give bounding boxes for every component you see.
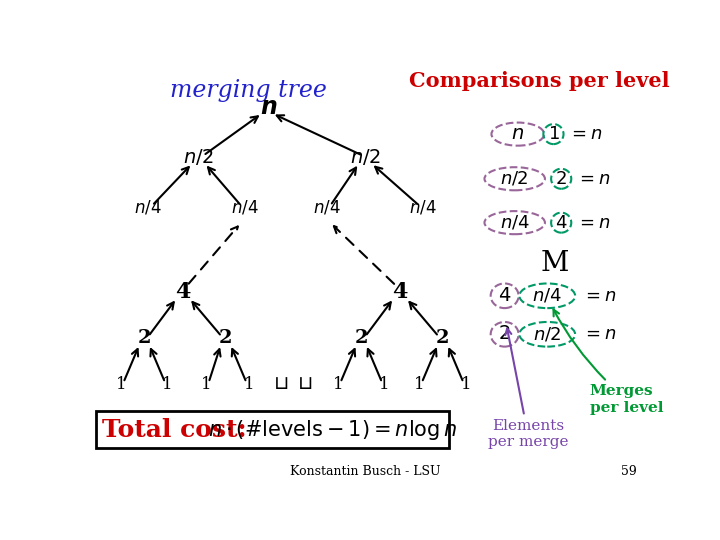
Text: $\sqcup\;\sqcup$: $\sqcup\;\sqcup$ bbox=[274, 375, 312, 393]
Text: 2: 2 bbox=[138, 329, 151, 347]
Text: $n/4$: $n/4$ bbox=[410, 198, 437, 216]
Text: 1: 1 bbox=[379, 376, 390, 393]
Text: $\boldsymbol{n}$: $\boldsymbol{n}$ bbox=[259, 95, 277, 119]
Text: $4$: $4$ bbox=[555, 214, 567, 232]
Text: $=n$: $=n$ bbox=[576, 170, 611, 188]
Text: $=n$: $=n$ bbox=[582, 325, 616, 343]
Text: $n/2$: $n/2$ bbox=[350, 147, 380, 167]
Text: $n/4$: $n/4$ bbox=[532, 287, 562, 305]
Text: 2: 2 bbox=[436, 329, 449, 347]
Text: 4: 4 bbox=[175, 281, 191, 303]
FancyBboxPatch shape bbox=[96, 411, 449, 448]
Text: Total cost:: Total cost: bbox=[102, 418, 247, 442]
Text: 1: 1 bbox=[162, 376, 173, 393]
Text: $n/4$: $n/4$ bbox=[312, 198, 341, 216]
Text: 59: 59 bbox=[621, 465, 636, 478]
Text: $=n$: $=n$ bbox=[576, 214, 611, 232]
Text: $1$: $1$ bbox=[548, 125, 559, 143]
Text: $n\cdot(\#\mathrm{levels}-1) = n\log n$: $n\cdot(\#\mathrm{levels}-1) = n\log n$ bbox=[208, 418, 457, 442]
Text: $n/4$: $n/4$ bbox=[231, 198, 259, 216]
Text: 2: 2 bbox=[219, 329, 233, 347]
Text: Merges
per level: Merges per level bbox=[554, 309, 663, 415]
Text: $n/2$: $n/2$ bbox=[533, 325, 562, 343]
Text: merging tree: merging tree bbox=[171, 79, 328, 102]
Text: $n/4$: $n/4$ bbox=[500, 214, 530, 232]
Text: $2$: $2$ bbox=[555, 170, 567, 188]
Text: $4$: $4$ bbox=[498, 287, 511, 305]
Text: 1: 1 bbox=[243, 376, 254, 393]
Text: 2: 2 bbox=[354, 329, 368, 347]
Text: $=n$: $=n$ bbox=[582, 287, 616, 305]
Text: Konstantin Busch - LSU: Konstantin Busch - LSU bbox=[290, 465, 441, 478]
Text: $=n$: $=n$ bbox=[568, 125, 603, 143]
Text: M: M bbox=[541, 250, 570, 277]
Text: $n/2$: $n/2$ bbox=[500, 170, 529, 188]
Text: $2$: $2$ bbox=[498, 325, 510, 343]
Text: 1: 1 bbox=[116, 376, 126, 393]
Text: $n$: $n$ bbox=[511, 125, 524, 143]
Text: Elements
per merge: Elements per merge bbox=[487, 328, 568, 449]
Text: Comparisons per level: Comparisons per level bbox=[409, 71, 670, 91]
Text: 4: 4 bbox=[392, 281, 408, 303]
Text: 1: 1 bbox=[201, 376, 212, 393]
Text: $n/2$: $n/2$ bbox=[183, 147, 214, 167]
Text: 1: 1 bbox=[461, 376, 471, 393]
Text: 1: 1 bbox=[333, 376, 343, 393]
Text: $n/4$: $n/4$ bbox=[134, 198, 162, 216]
Text: 1: 1 bbox=[414, 376, 425, 393]
